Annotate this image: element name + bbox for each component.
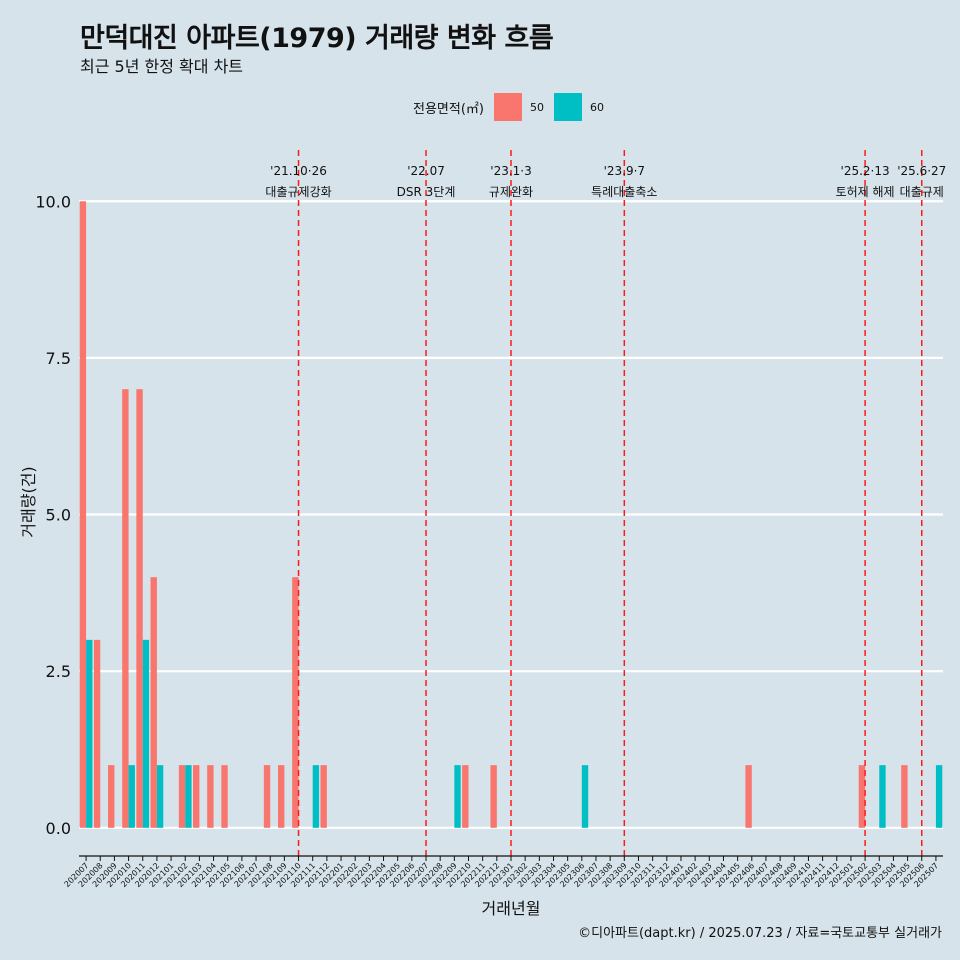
- bar-50-202102: [178, 765, 186, 828]
- annotation-date: '23.9·7: [604, 164, 645, 178]
- bar-50-202112: [320, 765, 327, 828]
- bar-50-202212: [490, 765, 497, 828]
- bar-50-202103: [193, 765, 200, 828]
- y-tick-label: 2.5: [46, 662, 71, 681]
- bar-60-202012: [156, 765, 164, 828]
- bar-60-202111: [312, 765, 320, 828]
- bar-60-202011: [142, 639, 150, 828]
- annotation-text: 대출규제강화: [265, 185, 331, 199]
- bar-50-202108: [263, 765, 271, 828]
- y-tick-label: 7.5: [46, 349, 71, 368]
- y-tick-label: 5.0: [46, 506, 71, 525]
- bar-50-202502: [858, 765, 866, 828]
- annotation-text: DSR 3단계: [397, 185, 456, 199]
- annotation-lines: [297, 150, 923, 856]
- annotation-date: '25.2·13: [841, 164, 890, 178]
- bar-50-202109: [278, 765, 285, 828]
- legend: 전용면적(㎡) 50 60: [413, 93, 614, 121]
- bar-50-202406: [745, 765, 752, 828]
- y-tick-label: 10.0: [35, 192, 71, 211]
- bar-60-202010: [128, 765, 135, 828]
- bar-50-202012: [150, 577, 157, 828]
- bar-50-202210: [462, 765, 469, 828]
- annotation-text: 대출규제: [900, 185, 944, 199]
- bar-50-202104: [207, 765, 214, 828]
- annotation-date: '23.1·3: [490, 164, 531, 178]
- chart-title: 만덕대진 아파트(1979) 거래량 변화 흐름: [80, 23, 554, 54]
- bar-60-202102: [185, 765, 192, 828]
- annotation-text: 규제완화: [489, 185, 533, 199]
- bar-50-202105: [221, 765, 228, 828]
- footer-credit: ©디아파트(dapt.kr) / 2025.07.23 / 자료=국토교통부 실…: [578, 926, 942, 941]
- y-axis-label: 거래량(건): [19, 466, 38, 537]
- legend-swatch-60: [553, 93, 582, 121]
- bar-50-202007: [79, 201, 87, 828]
- annotation-text: 토허제 해제: [836, 185, 895, 199]
- bar-50-202008: [93, 639, 101, 828]
- bars: [79, 201, 943, 828]
- bar-50-202505: [901, 765, 908, 828]
- annotation-date: '22.07: [407, 164, 445, 178]
- x-axis-label: 거래년월: [482, 899, 541, 918]
- bar-60-202306: [581, 765, 589, 828]
- legend-label-50: 50: [529, 100, 544, 114]
- y-tick-label: 0.0: [46, 819, 71, 838]
- bar-60-202507: [935, 765, 943, 828]
- bar-50-202009: [108, 765, 115, 828]
- chart-subtitle: 최근 5년 한정 확대 차트: [80, 57, 244, 76]
- legend-label-60: 60: [589, 100, 604, 114]
- bar-60-202007: [86, 639, 93, 828]
- bar-60-202209: [454, 765, 461, 828]
- bar-50-202110: [292, 577, 299, 828]
- annotation-date: '21.10·26: [270, 164, 327, 178]
- annotation-text: 특례대출축소: [591, 185, 657, 199]
- x-axis: 2020072020082020092020102020112020122021…: [63, 855, 943, 889]
- bar-50-202011: [136, 389, 143, 828]
- legend-swatch-50: [493, 93, 522, 121]
- annotation-labels: '21.10·26 대출규제강화 '22.07 DSR 3단계 '23.1·3 규제완화 '…: [265, 164, 946, 199]
- bar-50-202010: [122, 389, 129, 828]
- legend-title: 전용면적(㎡): [413, 101, 484, 117]
- y-axis: 0.0 2.5 5.0 7.5 10.0: [35, 192, 71, 838]
- bar-60-202503: [879, 765, 886, 828]
- annotation-date: '25.6·27: [897, 164, 946, 178]
